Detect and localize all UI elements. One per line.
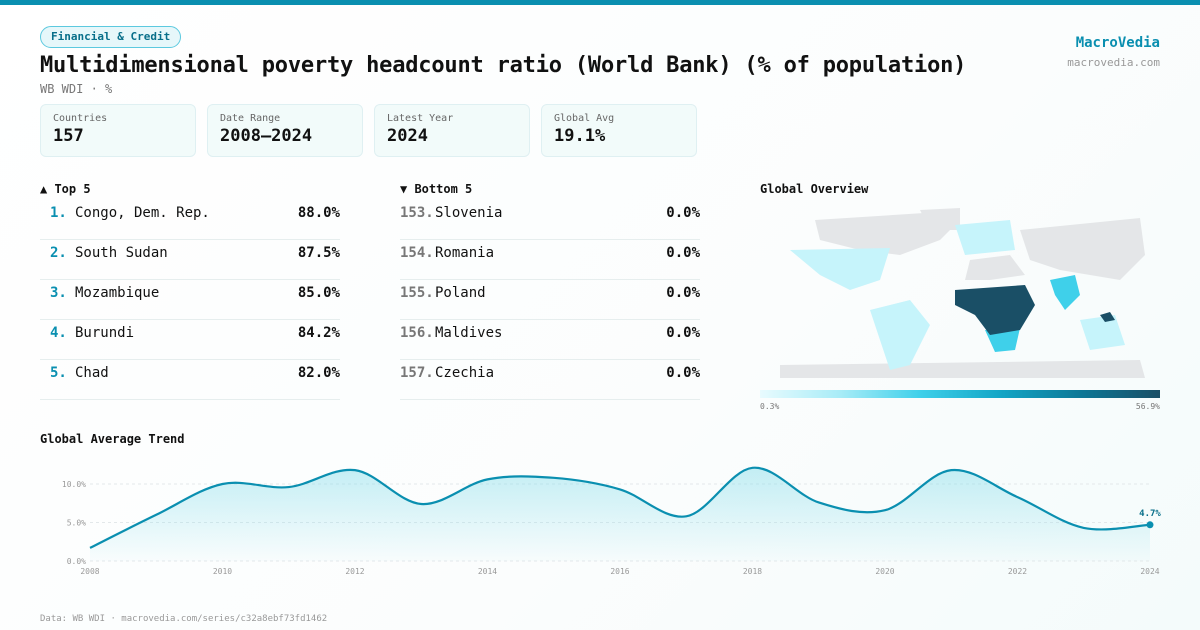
brand-url[interactable]: macrovedia.com <box>1067 56 1160 69</box>
stat-global-avg: Global Avg 19.1% <box>541 104 697 157</box>
x-tick-label: 2024 <box>1140 567 1159 576</box>
footer-source: Data: WB WDI · macrovedia.com/series/c32… <box>40 614 328 624</box>
list-item[interactable]: 153. Slovenia 0.0% <box>400 200 700 240</box>
bottom5-title: ▼ Bottom 5 <box>400 182 473 196</box>
rank: 4. <box>50 325 67 341</box>
south-america <box>870 300 930 370</box>
north-america-north <box>815 212 960 255</box>
papua-new-guinea <box>1100 312 1115 322</box>
country-name: Slovenia <box>435 205 503 221</box>
country-name: Burundi <box>75 325 135 341</box>
list-item[interactable]: 1. Congo, Dem. Rep. 88.0% <box>40 200 340 240</box>
x-tick-label: 2020 <box>875 567 894 576</box>
greenland <box>920 208 960 230</box>
stat-label: Latest Year <box>387 113 454 124</box>
stat-label: Global Avg <box>554 113 615 124</box>
data-point[interactable] <box>1146 521 1154 529</box>
value: 0.0% <box>666 325 700 341</box>
trend-line <box>89 466 1151 549</box>
country-name: South Sudan <box>75 245 168 261</box>
north-africa <box>965 255 1025 280</box>
value: 85.0% <box>297 285 340 301</box>
y-tick-label: 10.0% <box>62 480 86 489</box>
x-tick-label: 2022 <box>1008 567 1027 576</box>
antarctica <box>780 360 1145 378</box>
europe <box>955 220 1015 255</box>
list-item[interactable]: 3. Mozambique 85.0% <box>40 280 340 320</box>
country-name: Maldives <box>435 325 503 341</box>
list-item[interactable]: 4. Burundi 84.2% <box>40 320 340 360</box>
map-legend-gradient <box>760 390 1160 398</box>
rank: 3. <box>50 285 67 301</box>
legend-min: 0.3% <box>760 402 780 411</box>
high-value-regions <box>955 285 1115 335</box>
country-name: Mozambique <box>75 285 160 301</box>
rank: 154. <box>400 245 434 261</box>
value: 82.0% <box>297 365 340 381</box>
chart-title: Global Average Trend <box>40 432 185 446</box>
page-title: Multidimensional poverty headcount ratio… <box>40 53 967 78</box>
page-subtitle: WB WDI · % <box>40 82 113 96</box>
value: 88.0% <box>297 205 340 221</box>
map-title: Global Overview <box>760 182 869 196</box>
south-asia <box>1050 275 1080 310</box>
country-name: Chad <box>75 365 109 381</box>
list-item[interactable]: 155. Poland 0.0% <box>400 280 700 320</box>
value: 0.0% <box>666 285 700 301</box>
trend-chart[interactable]: 0.0% 5.0% 10.0% 2008 2010 2012 2014 2016 2018 202… <box>0 450 1200 580</box>
value: 87.5% <box>297 245 340 261</box>
list-item[interactable]: 154. Romania 0.0% <box>400 240 700 280</box>
x-tick-label: 2018 <box>743 567 762 576</box>
list-item[interactable]: 157. Czechia 0.0% <box>400 360 700 400</box>
list-item[interactable]: 156. Maldives 0.0% <box>400 320 700 360</box>
stat-value: 19.1% <box>554 126 606 146</box>
list-item[interactable]: 2. South Sudan 87.5% <box>40 240 340 280</box>
rank: 155. <box>400 285 434 301</box>
country-name: Poland <box>435 285 486 301</box>
world-map[interactable] <box>760 200 1160 380</box>
top5-title: ▲ Top 5 <box>40 182 91 196</box>
rank: 1. <box>50 205 67 221</box>
low-value-regions <box>790 220 1125 370</box>
asia-north <box>1020 218 1145 280</box>
legend-max: 56.9% <box>1135 402 1160 411</box>
value: 0.0% <box>666 365 700 381</box>
x-tick-label: 2014 <box>478 567 497 576</box>
brand-logo[interactable]: MacroVedia <box>1075 35 1160 51</box>
list-item[interactable]: 5. Chad 82.0% <box>40 360 340 400</box>
country-name: Romania <box>435 245 495 261</box>
rank: 157. <box>400 365 434 381</box>
stat-label: Date Range <box>220 113 281 124</box>
no-data-regions <box>780 208 1145 378</box>
rank: 2. <box>50 245 67 261</box>
value: 0.0% <box>666 245 700 261</box>
x-tick-label: 2008 <box>80 567 99 576</box>
country-name: Congo, Dem. Rep. <box>75 205 210 221</box>
country-name: Czechia <box>435 365 495 381</box>
top-accent-bar <box>0 0 1200 5</box>
x-tick-label: 2016 <box>610 567 629 576</box>
north-america-south <box>790 248 890 290</box>
stat-label: Countries <box>53 113 108 124</box>
last-value-label: 4.7% <box>1139 509 1161 519</box>
x-tick-label: 2012 <box>345 567 364 576</box>
value: 0.0% <box>666 205 700 221</box>
trend-area <box>90 467 1150 561</box>
stat-latest-year: Latest Year 2024 <box>374 104 530 157</box>
x-tick-label: 2010 <box>213 567 232 576</box>
y-tick-label: 0.0% <box>67 557 86 566</box>
stat-value: 157 <box>53 126 84 146</box>
rank: 156. <box>400 325 434 341</box>
stat-value: 2024 <box>387 126 428 146</box>
australia <box>1080 315 1125 350</box>
stat-countries: Countries 157 <box>40 104 196 157</box>
rank: 153. <box>400 205 434 221</box>
stat-value: 2008–2024 <box>220 126 313 146</box>
y-tick-label: 5.0% <box>67 519 86 528</box>
value: 84.2% <box>297 325 340 341</box>
sub-saharan-africa <box>955 285 1035 335</box>
rank: 5. <box>50 365 67 381</box>
category-badge[interactable]: Financial & Credit <box>40 26 182 48</box>
stat-date-range: Date Range 2008–2024 <box>207 104 363 157</box>
